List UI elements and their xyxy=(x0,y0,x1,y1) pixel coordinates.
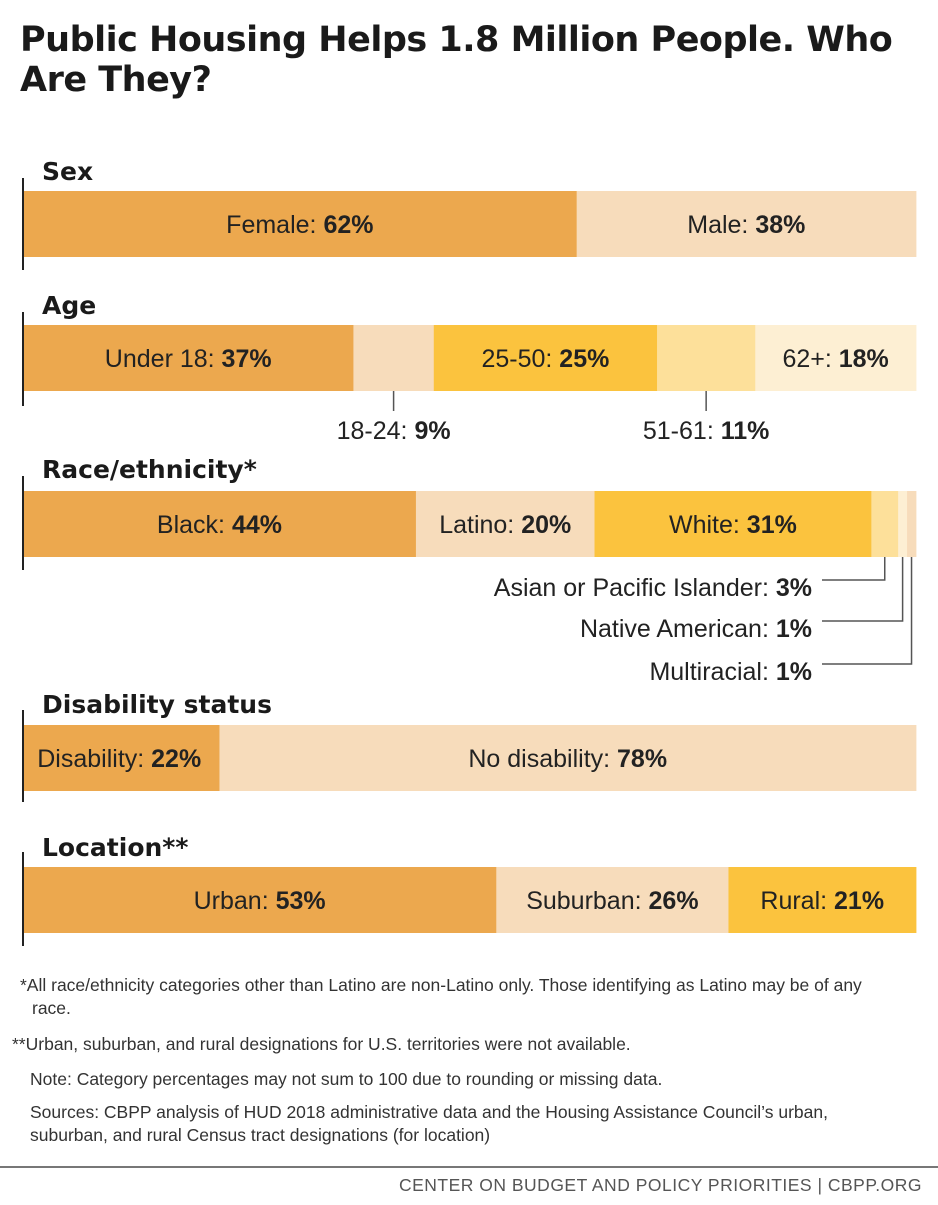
group-race-ethnicity: Race/ethnicity* Black: 44% Latino: 20% Whit… xyxy=(22,455,917,686)
label-age-18-24: 18-24: 9% xyxy=(337,417,451,445)
bar-age-18-24 xyxy=(353,325,435,391)
bar-age-62 xyxy=(755,325,917,391)
group-title-disability-status: Disability status xyxy=(42,690,272,719)
label-race-ethnicity-black: Black: 44% xyxy=(157,511,282,539)
group-age: Age Under 18: 37% 18-24: 9% 25-50: 25% 51-61… xyxy=(22,291,917,445)
label-race-ethnicity-white: White: 31% xyxy=(669,511,797,539)
bar-sex-male xyxy=(576,191,917,257)
leader-race-ethnicity-native-american xyxy=(822,557,904,622)
label-sex-female: Female: 62% xyxy=(226,211,373,239)
bar-location-rural xyxy=(728,867,917,933)
leader-race-ethnicity-asian-or-pacific-islander xyxy=(822,557,886,581)
bar-race-ethnicity-native-american xyxy=(898,491,908,557)
chart-title: Public Housing Helps 1.8 Million People.… xyxy=(20,20,893,100)
bar-disability-status-disability xyxy=(23,725,220,791)
bar-location-suburban xyxy=(496,867,729,933)
footnote-note: Note: Category percentages may not sum t… xyxy=(30,1069,663,1089)
bar-location-urban xyxy=(23,867,497,933)
label-location-urban: Urban: 53% xyxy=(194,887,326,915)
label-age-62: 62+: 18% xyxy=(782,345,888,373)
footer-credit: CENTER ON BUDGET AND POLICY PRIORITIES |… xyxy=(398,1175,922,1195)
footnote-location: **Urban, suburban, and rural designation… xyxy=(12,1034,631,1054)
label-race-ethnicity-latino: Latino: 20% xyxy=(439,511,571,539)
label-disability-status-disability: Disability: 22% xyxy=(37,745,201,773)
bar-race-ethnicity-asian-or-pacific-islander xyxy=(871,491,899,557)
label-age-under-18: Under 18: 37% xyxy=(105,345,272,373)
bar-race-ethnicity-multiracial xyxy=(907,491,917,557)
bar-age-under-18 xyxy=(23,325,354,391)
label-age-25-50: 25-50: 25% xyxy=(481,345,609,373)
footnote-sources: Sources: CBPP analysis of HUD 2018 admin… xyxy=(30,1102,828,1145)
label-sex-male: Male: 38% xyxy=(687,211,805,239)
leader-race-ethnicity-multiracial xyxy=(822,557,913,665)
label-race-ethnicity-native-american: Native American: 1% xyxy=(580,615,812,643)
footer-divider xyxy=(0,1166,938,1168)
label-race-ethnicity-multiracial: Multiracial: 1% xyxy=(649,658,812,686)
bar-race-ethnicity-white xyxy=(594,491,872,557)
label-age-51-61: 51-61: 11% xyxy=(643,417,770,445)
bar-age-51-61 xyxy=(657,325,756,391)
group-location: Location**Urban: 53% Suburban: 26% Rural: … xyxy=(22,833,917,946)
bar-race-ethnicity-black xyxy=(23,491,417,557)
bar-race-ethnicity-latino xyxy=(415,491,595,557)
bar-disability-status-no-disability xyxy=(219,725,917,791)
footnote-race: *All race/ethnicity categories other tha… xyxy=(20,975,862,1018)
label-race-ethnicity-asian-or-pacific-islander: Asian or Pacific Islander: 3% xyxy=(494,574,812,602)
label-disability-status-no-disability: No disability: 78% xyxy=(468,745,667,773)
bar-sex-female xyxy=(23,191,578,257)
group-title-location: Location** xyxy=(42,833,188,862)
group-title-age: Age xyxy=(42,291,96,320)
group-title-sex: Sex xyxy=(42,157,93,186)
label-location-suburban: Suburban: 26% xyxy=(526,887,698,915)
stacked-bar-chart: Sex Female: 62% Male: 38% Age Under 18: 37% 1… xyxy=(22,157,917,946)
bar-age-25-50 xyxy=(433,325,658,391)
group-title-race-ethnicity: Race/ethnicity* xyxy=(42,455,257,484)
group-sex: Sex Female: 62% Male: 38% xyxy=(22,157,917,270)
group-disability-status: Disability status Disability: 22% No disab… xyxy=(22,690,917,802)
label-location-rural: Rural: 21% xyxy=(760,887,884,915)
